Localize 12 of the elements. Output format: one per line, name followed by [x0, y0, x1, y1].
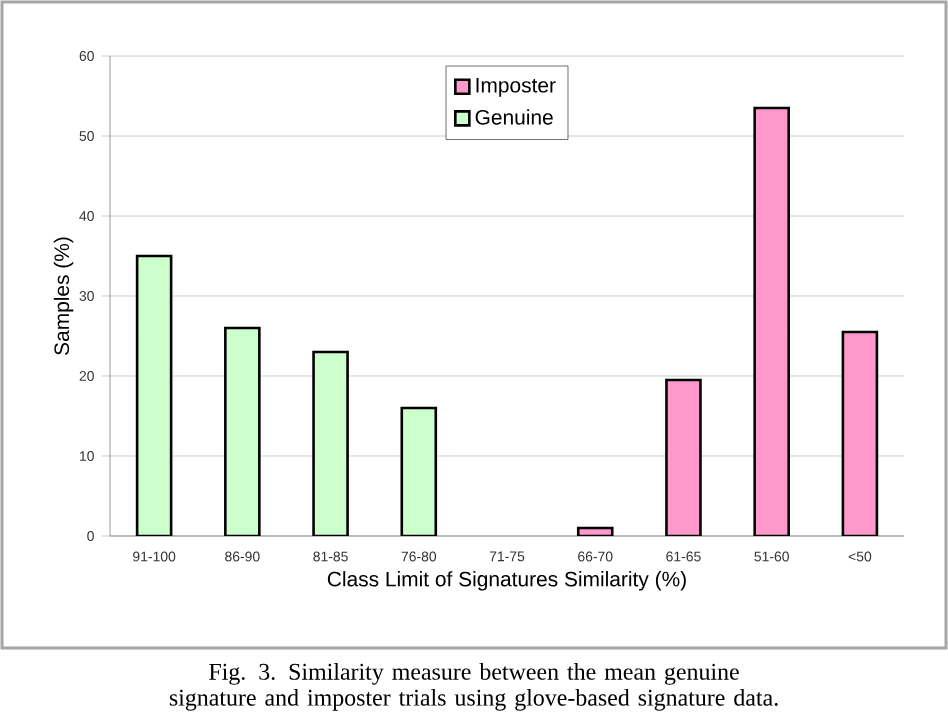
bar [135, 254, 173, 536]
x-axis-title: Class Limit of Signatures Similarity (%) [327, 571, 686, 591]
bar [224, 326, 261, 536]
bar [665, 378, 702, 536]
y-axis-title: Samples (%) [53, 237, 74, 355]
bar [753, 106, 790, 536]
bar [841, 330, 879, 536]
legend-label: Genuine [475, 109, 553, 125]
bar [312, 350, 349, 536]
bar [400, 406, 438, 536]
legend-label: Imposter [476, 78, 556, 97]
caption: Fig. 3. Similarity measure between the mean genuine signature and imposter trials using glove-based signature data. [169, 663, 778, 711]
